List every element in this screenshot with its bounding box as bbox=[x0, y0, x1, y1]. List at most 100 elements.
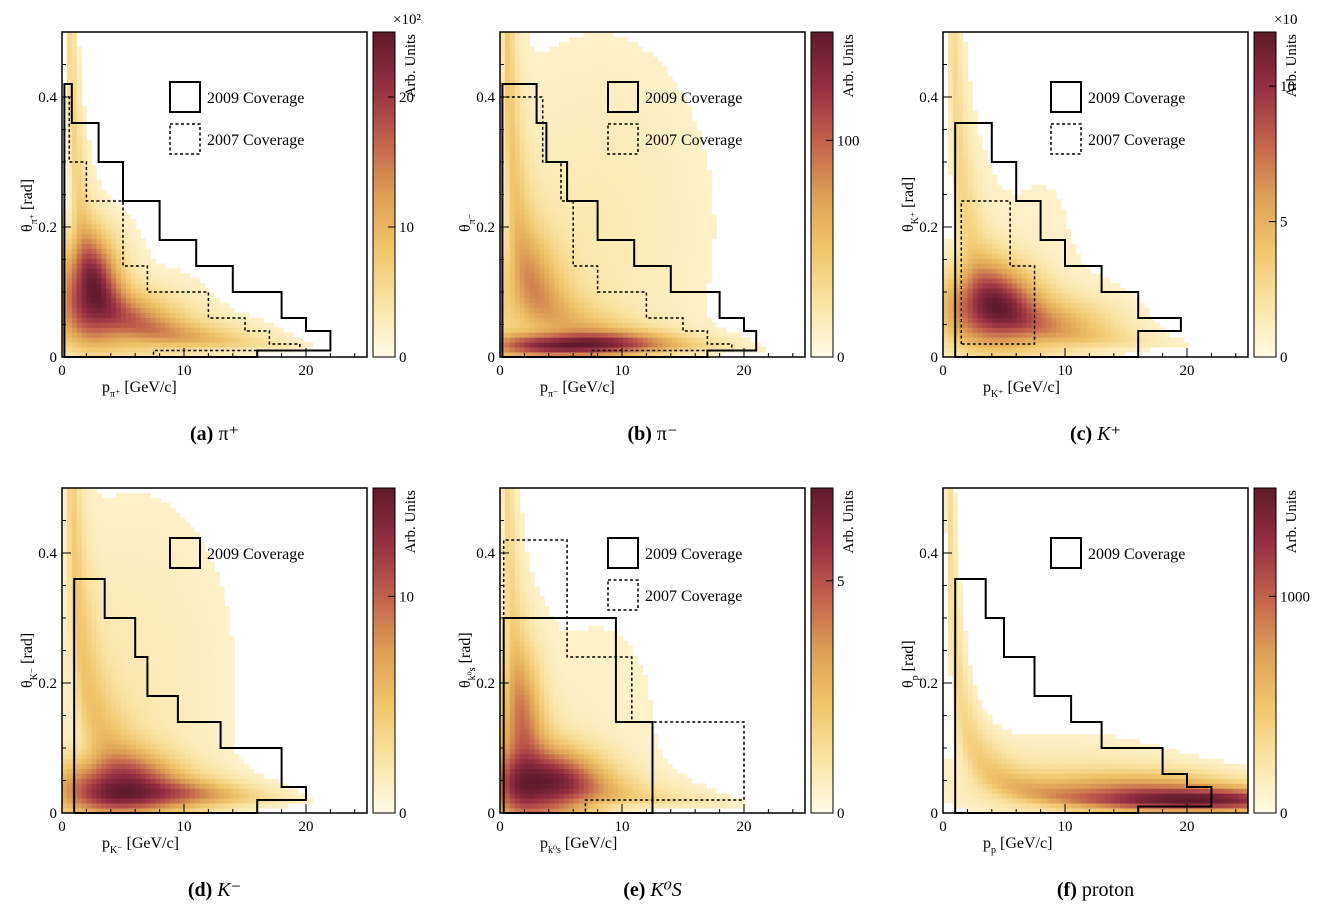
heatmap-cell bbox=[549, 249, 554, 254]
heatmap-cell bbox=[77, 62, 82, 67]
heatmap-cell bbox=[603, 268, 608, 273]
heatmap-cell bbox=[534, 76, 539, 81]
heatmap-cell bbox=[505, 62, 510, 67]
heatmap-cell bbox=[997, 342, 1002, 347]
colorbar bbox=[373, 32, 395, 357]
heatmap-cell bbox=[618, 259, 623, 264]
heatmap-cell bbox=[77, 199, 82, 204]
heatmap-cell bbox=[672, 268, 677, 273]
heatmap-cell bbox=[633, 190, 638, 195]
heatmap-cell bbox=[1096, 308, 1101, 313]
heatmap-cell bbox=[958, 298, 963, 303]
heatmap-cell bbox=[121, 303, 126, 308]
heatmap-cell bbox=[953, 66, 958, 71]
heatmap-cell bbox=[623, 116, 628, 121]
heatmap-cell bbox=[948, 278, 953, 283]
heatmap-cell bbox=[618, 249, 623, 254]
heatmap-cell bbox=[638, 229, 643, 234]
heatmap-cell bbox=[106, 283, 111, 288]
heatmap-cell bbox=[569, 150, 574, 155]
heatmap-cell bbox=[687, 283, 692, 288]
heatmap-cell bbox=[530, 244, 535, 249]
heatmap-cell bbox=[677, 160, 682, 165]
heatmap-cell bbox=[982, 347, 987, 352]
heatmap-cell bbox=[682, 268, 687, 273]
heatmap-cell bbox=[1027, 283, 1032, 288]
heatmap-cell bbox=[530, 298, 535, 303]
heatmap-cell bbox=[549, 234, 554, 239]
heatmap-cell bbox=[608, 91, 613, 96]
heatmap-cell bbox=[584, 37, 589, 42]
heatmap-cell bbox=[948, 116, 953, 121]
heatmap-cell bbox=[131, 224, 136, 229]
heatmap-cell bbox=[77, 66, 82, 71]
heatmap-cell bbox=[1002, 259, 1007, 264]
heatmap-cell bbox=[589, 259, 594, 264]
heatmap-cell bbox=[510, 180, 515, 185]
heatmap-cell bbox=[618, 204, 623, 209]
heatmap-cell bbox=[1022, 293, 1027, 298]
heatmap-cell bbox=[146, 327, 151, 332]
heatmap-cell bbox=[633, 195, 638, 200]
heatmap-cell bbox=[657, 323, 662, 328]
heatmap-cell bbox=[554, 293, 559, 298]
heatmap-cell bbox=[687, 204, 692, 209]
heatmap-cell bbox=[589, 249, 594, 254]
heatmap-cell bbox=[973, 268, 978, 273]
heatmap-cell bbox=[215, 337, 220, 342]
heatmap-cell bbox=[72, 170, 77, 175]
heatmap-cell bbox=[997, 224, 1002, 229]
heatmap-cell bbox=[72, 199, 77, 204]
heatmap-cell bbox=[525, 76, 530, 81]
heatmap-cell bbox=[598, 263, 603, 268]
heatmap-cell bbox=[72, 135, 77, 140]
heatmap-cell bbox=[973, 239, 978, 244]
heatmap-cell bbox=[101, 268, 106, 273]
heatmap-cell bbox=[992, 273, 997, 278]
heatmap-cell bbox=[613, 52, 618, 57]
heatmap-cell bbox=[101, 214, 106, 219]
heatmap-cell bbox=[643, 234, 648, 239]
heatmap-cell bbox=[530, 239, 535, 244]
heatmap-cell bbox=[146, 259, 151, 264]
heatmap-cell bbox=[510, 150, 515, 155]
heatmap-cell bbox=[618, 283, 623, 288]
heatmap-cell bbox=[973, 347, 978, 352]
heatmap-cell bbox=[584, 337, 589, 342]
heatmap-cell bbox=[707, 185, 712, 190]
heatmap-cell bbox=[72, 62, 77, 67]
heatmap-cell bbox=[180, 332, 185, 337]
heatmap-cell bbox=[87, 140, 92, 145]
heatmap-cell bbox=[682, 332, 687, 337]
heatmap-cell bbox=[608, 47, 613, 52]
heatmap-cell bbox=[564, 318, 569, 323]
heatmap-cell bbox=[101, 278, 106, 283]
heatmap-cell bbox=[92, 249, 97, 254]
heatmap-cell bbox=[584, 214, 589, 219]
heatmap-cell bbox=[618, 91, 623, 96]
heatmap-cell bbox=[165, 278, 170, 283]
heatmap-cell bbox=[549, 116, 554, 121]
heatmap-cell bbox=[598, 37, 603, 42]
heatmap-cell bbox=[584, 190, 589, 195]
heatmap-cell bbox=[534, 337, 539, 342]
heatmap-cell bbox=[564, 273, 569, 278]
heatmap-cell bbox=[977, 293, 982, 298]
heatmap-cell bbox=[510, 283, 515, 288]
heatmap-cell bbox=[643, 278, 648, 283]
heatmap-cell bbox=[672, 170, 677, 175]
heatmap-cell bbox=[584, 130, 589, 135]
heatmap-cell bbox=[106, 199, 111, 204]
heatmap-cell bbox=[968, 101, 973, 106]
heatmap-cell bbox=[687, 160, 692, 165]
heatmap-cell bbox=[968, 145, 973, 150]
heatmap-cell bbox=[958, 165, 963, 170]
heatmap-cell bbox=[1076, 259, 1081, 264]
heatmap-cell bbox=[613, 263, 618, 268]
heatmap-cell bbox=[598, 332, 603, 337]
heatmap-cell bbox=[702, 165, 707, 170]
heatmap-cell bbox=[1002, 323, 1007, 328]
heatmap-cell bbox=[564, 278, 569, 283]
heatmap-cell bbox=[1051, 190, 1056, 195]
heatmap-cell bbox=[82, 263, 87, 268]
